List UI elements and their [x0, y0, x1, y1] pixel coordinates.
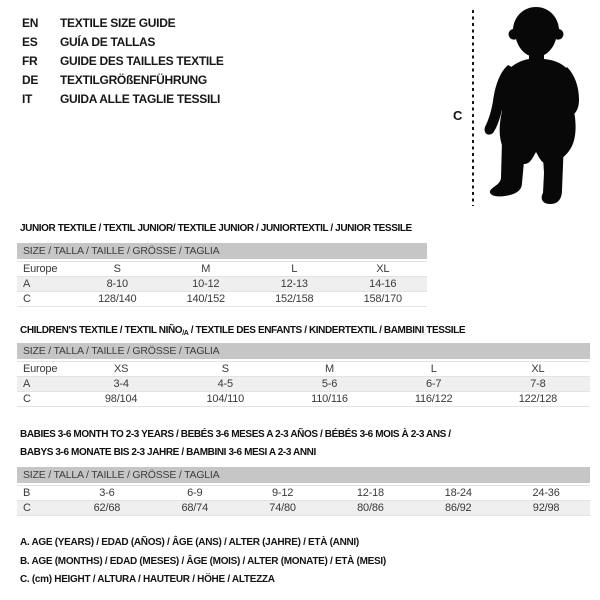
height-cell: 140/152 — [186, 293, 226, 305]
children-size-table: Europe XS S M L XL A 3-4 4-5 5-6 6-7 7-8… — [17, 361, 590, 407]
language-code: IT — [22, 91, 33, 106]
row-label: B — [23, 487, 31, 499]
age-cell: 6-7 — [426, 378, 442, 390]
children-table: SIZE / TALLA / TAILLE / GRÖSSE / TAGLIA … — [17, 343, 590, 407]
size-cell: M — [324, 363, 334, 375]
size-cell: XL — [531, 363, 545, 375]
age-cell: 4-5 — [217, 378, 234, 390]
age-cell: 24-36 — [532, 487, 560, 499]
table-row: C 62/68 68/74 74/80 80/86 86/92 92/98 — [17, 500, 590, 516]
table-row: C 98/104 104/110 110/116 116/122 122/128 — [17, 391, 590, 407]
language-code: DE — [22, 72, 39, 87]
size-cell: L — [430, 363, 437, 375]
height-cell: 68/74 — [181, 502, 208, 514]
height-cell: 62/68 — [93, 502, 121, 514]
babies-table-title: BABIES 3-6 MONTH TO 2-3 YEARS / BEBÉS 3-… — [20, 426, 451, 462]
height-cell: 104/110 — [206, 393, 245, 405]
age-cell: 5-6 — [321, 378, 338, 390]
language-label: TEXTILGRÖßENFÜHRUNG — [60, 72, 207, 87]
title-part: / TEXTILE DES ENFANTS / KINDERTEXTIL / B… — [188, 325, 466, 336]
row-label: A — [23, 378, 31, 390]
title-subscript: /A — [182, 330, 189, 337]
size-cell: S — [221, 363, 229, 375]
height-measure-label: C — [453, 108, 463, 123]
age-cell: 14-16 — [369, 278, 397, 290]
row-label: A — [23, 278, 31, 290]
language-row-es: ES GUÍA DE TALLAS — [22, 32, 224, 51]
size-header-bar: SIZE / TALLA / TAILLE / GRÖSSE / TAGLIA — [17, 343, 590, 359]
age-cell: 18-24 — [444, 487, 472, 499]
table-row: B 3-6 6-9 9-12 12-18 18-24 24-36 — [17, 485, 590, 501]
children-table-title: CHILDREN'S TEXTILE / TEXTIL NIÑO/A / TEX… — [20, 322, 466, 343]
language-row-fr: FR GUIDE DES TAILLES TEXTILE — [22, 51, 224, 70]
language-label: GUÍA DE TALLAS — [60, 34, 156, 49]
row-label: Europe — [23, 263, 58, 275]
age-cell: 3-4 — [113, 378, 129, 390]
legend-age-years: A. AGE (YEARS) / EDAD (AÑOS) / ÂGE (ANS)… — [20, 537, 359, 548]
size-cell: XL — [376, 263, 390, 275]
height-cell: 116/122 — [414, 393, 453, 405]
language-label: TEXTILE SIZE GUIDE — [60, 15, 176, 30]
junior-table-title: JUNIOR TEXTILE / TEXTIL JUNIOR/ TEXTILE … — [20, 223, 412, 234]
language-label: GUIDA ALLE TAGLIE TESSILI — [60, 91, 221, 106]
table-row: C 128/140 140/152 152/158 158/170 — [17, 291, 427, 307]
language-row-it: IT GUIDA ALLE TAGLIE TESSILI — [22, 89, 224, 108]
language-list: EN TEXTILE SIZE GUIDE ES GUÍA DE TALLAS … — [22, 13, 224, 108]
age-cell: 12-13 — [280, 278, 308, 290]
junior-table: SIZE / TALLA / TAILLE / GRÖSSE / TAGLIA … — [17, 243, 427, 307]
junior-size-table: Europe S M L XL A 8-10 10-12 12-13 14-16… — [17, 261, 427, 307]
babies-title-line1: BABIES 3-6 MONTH TO 2-3 YEARS / BEBÉS 3-… — [20, 429, 451, 440]
size-header-bar: SIZE / TALLA / TAILLE / GRÖSSE / TAGLIA — [17, 243, 427, 259]
height-cell: 152/158 — [275, 293, 314, 305]
legend-height-cm: C. (cm) HEIGHT / ALTURA / HAUTEUR / HÖHE… — [20, 574, 275, 585]
table-row: A 3-4 4-5 5-6 6-7 7-8 — [17, 376, 590, 392]
height-cell: 158/170 — [363, 293, 403, 305]
size-cell: M — [201, 263, 211, 275]
age-cell: 8-10 — [106, 278, 128, 290]
age-cell: 7-8 — [530, 378, 546, 390]
height-cell: 86/92 — [444, 502, 472, 514]
height-cell: 110/116 — [311, 393, 348, 405]
measurement-legend: A. AGE (YEARS) / EDAD (AÑOS) / ÂGE (ANS)… — [20, 534, 386, 590]
age-cell: 9-12 — [271, 487, 294, 499]
babies-size-table: B 3-6 6-9 9-12 12-18 18-24 24-36 C 62/68… — [17, 485, 590, 516]
language-code: FR — [22, 53, 38, 68]
table-row: Europe XS S M L XL — [17, 361, 590, 377]
age-cell: 6-9 — [187, 487, 203, 499]
row-label: Europe — [23, 363, 58, 375]
babies-table: SIZE / TALLA / TAILLE / GRÖSSE / TAGLIA … — [17, 467, 590, 516]
table-row: A 8-10 10-12 12-13 14-16 — [17, 276, 427, 292]
language-label: GUIDE DES TAILLES TEXTILE — [60, 53, 224, 68]
size-cell: XS — [113, 363, 129, 375]
table-row: Europe S M L XL — [17, 261, 427, 277]
language-code: EN — [22, 15, 39, 30]
babies-title-line2: BABYS 3-6 MONATE BIS 2-3 JAHRE / BAMBINI… — [20, 447, 316, 458]
title-part: CHILDREN'S TEXTILE / TEXTIL NIÑO — [20, 325, 183, 336]
height-cell: 98/104 — [104, 393, 138, 405]
row-label: C — [23, 502, 31, 514]
legend-age-months: B. AGE (MONTHS) / EDAD (MESES) / ÂGE (MO… — [20, 555, 386, 567]
age-cell: 12-18 — [356, 487, 384, 499]
language-code: ES — [22, 34, 38, 49]
height-cell: 80/86 — [357, 502, 384, 514]
toddler-silhouette-icon — [484, 7, 579, 204]
height-cell: 92/98 — [532, 502, 560, 514]
size-header-bar: SIZE / TALLA / TAILLE / GRÖSSE / TAGLIA — [17, 467, 590, 483]
age-cell: 3-6 — [99, 487, 115, 499]
size-cell: L — [291, 263, 298, 275]
language-row-en: EN TEXTILE SIZE GUIDE — [22, 13, 224, 32]
height-cell: 122/128 — [518, 393, 558, 405]
height-cell: 74/80 — [269, 502, 296, 514]
age-cell: 10-12 — [192, 278, 220, 290]
size-cell: S — [113, 263, 121, 275]
height-cell: 128/140 — [98, 293, 137, 305]
height-dotted-line — [472, 10, 474, 206]
row-label: C — [23, 293, 31, 305]
row-label: C — [23, 393, 31, 405]
language-row-de: DE TEXTILGRÖßENFÜHRUNG — [22, 70, 224, 89]
